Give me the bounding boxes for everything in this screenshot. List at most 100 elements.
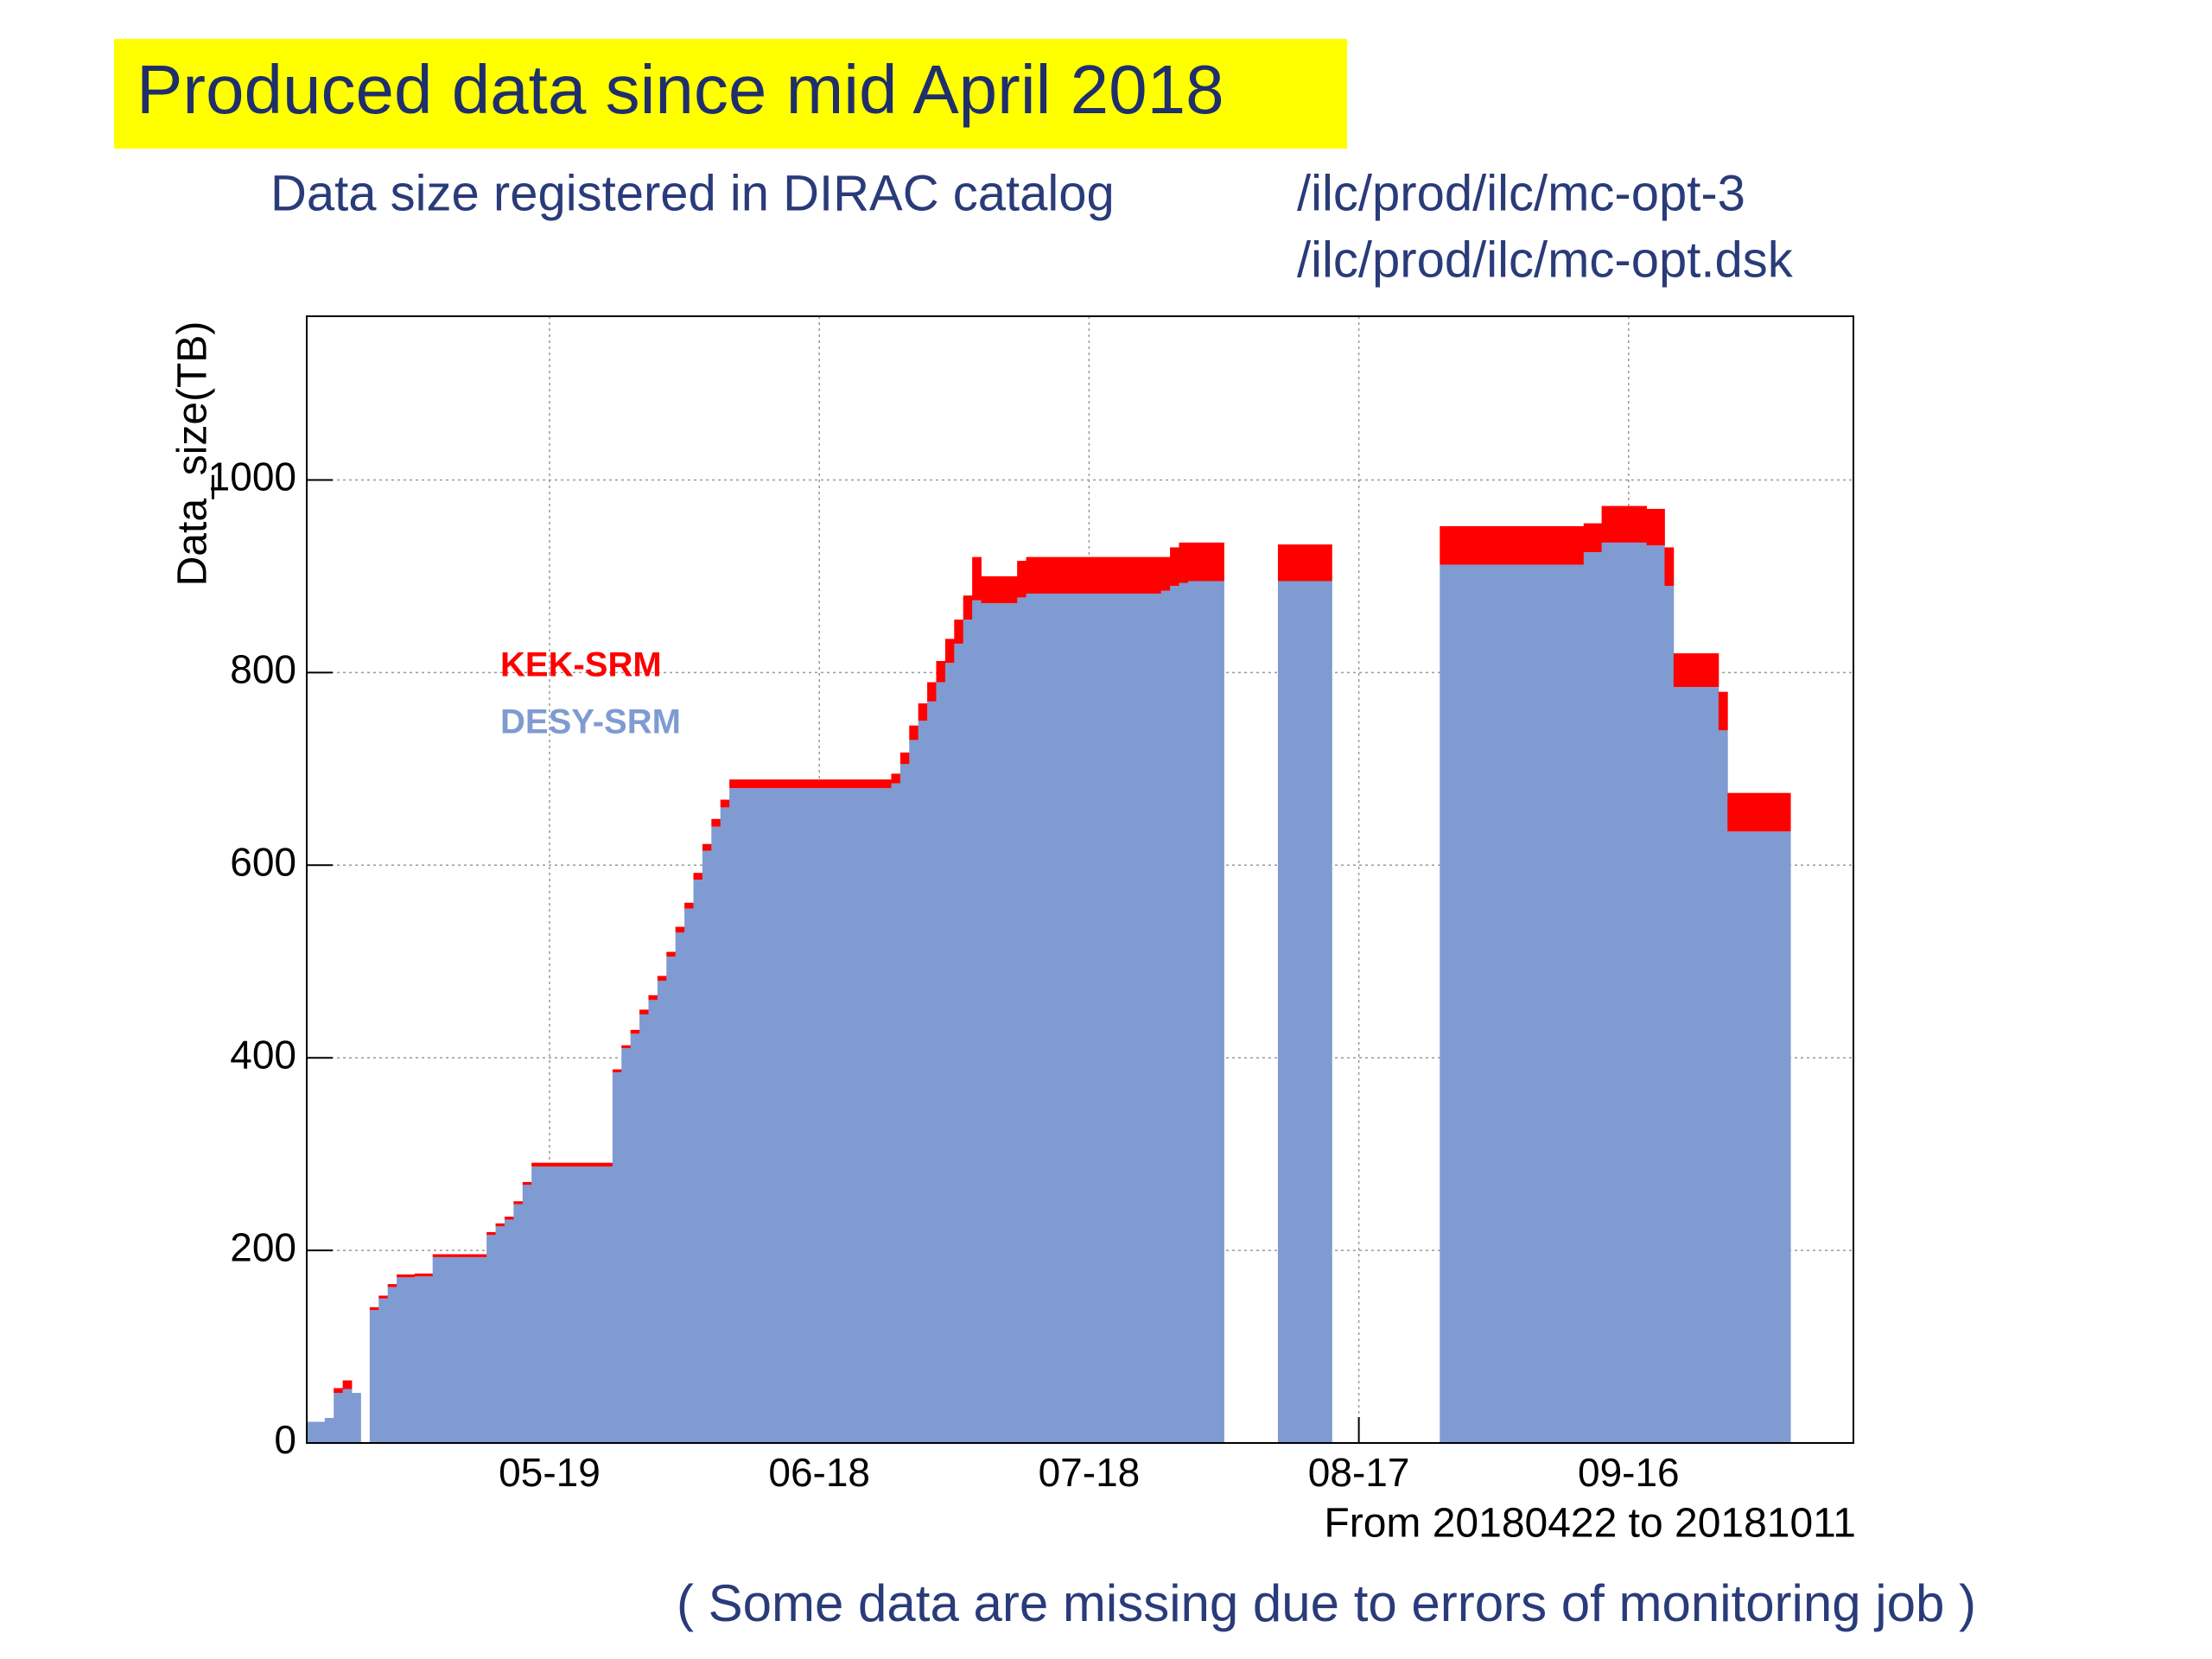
step-bar <box>954 620 964 644</box>
step-bar <box>981 603 1018 1443</box>
step-bar <box>927 701 937 1443</box>
step-bar <box>387 1287 397 1443</box>
step-bar <box>1160 590 1171 1443</box>
step-bar <box>1718 730 1728 1443</box>
step-bar <box>307 1421 326 1443</box>
step-bar <box>1440 525 1585 565</box>
x-axis-label: From 20180422 to 20181011 <box>1324 1501 1856 1547</box>
step-bar <box>621 1048 632 1443</box>
step-bar <box>1727 831 1791 1443</box>
step-bar <box>918 703 928 721</box>
y-tick-label: 0 <box>274 1417 296 1462</box>
step-bar <box>432 1254 487 1257</box>
subtitle: Data size registered in DIRAC catalog <box>270 165 1115 221</box>
y-tick-label: 1000 <box>208 454 296 499</box>
step-bar <box>1017 597 1027 1443</box>
step-bar <box>1583 552 1603 1443</box>
plot-area: 0 200 400 600 800 1000 05-19 06-18 07-18 08-17 09-… <box>208 315 1854 1495</box>
y-tick-label: 800 <box>230 647 296 692</box>
step-bar <box>684 902 694 909</box>
step-bar <box>378 1295 389 1299</box>
step-bar <box>378 1298 389 1443</box>
step-bar <box>954 643 964 1443</box>
step-bar <box>1673 653 1719 688</box>
x-tick-label: 07-18 <box>1039 1450 1141 1495</box>
step-bar <box>639 1009 649 1015</box>
step-bar <box>972 556 982 601</box>
step-bar <box>342 1380 353 1389</box>
step-bar <box>1277 581 1332 1443</box>
step-bar <box>1646 508 1665 546</box>
y-axis-label: Data_size(TB) <box>170 321 216 587</box>
step-bar <box>981 575 1018 604</box>
chart-title: Produced data since mid April 2018 <box>137 51 1224 128</box>
step-bar <box>891 773 901 784</box>
step-bar <box>1017 561 1027 598</box>
legend-label: DESY-SRM <box>500 703 681 741</box>
title-box <box>114 39 1347 149</box>
step-bar <box>639 1014 649 1443</box>
step-bar <box>1601 542 1648 1443</box>
step-bar <box>1664 586 1675 1443</box>
step-bar <box>1718 691 1728 731</box>
step-bar <box>504 1217 514 1220</box>
step-bar <box>1673 687 1719 1443</box>
x-tick-label: 08-17 <box>1308 1450 1410 1495</box>
step-bar <box>630 1033 640 1443</box>
step-bar <box>531 1166 613 1443</box>
step-bar <box>972 600 982 1443</box>
y-tick-label: 400 <box>230 1032 296 1077</box>
step-bar <box>387 1284 397 1287</box>
step-bar <box>1026 556 1162 594</box>
footnote: ( Some data are missing due to errors of… <box>677 1574 1976 1632</box>
step-bar <box>702 850 712 1443</box>
step-bar <box>352 1393 361 1443</box>
step-bar <box>495 1223 505 1227</box>
step-bar <box>342 1389 353 1443</box>
y-tick-label: 200 <box>230 1224 296 1269</box>
step-bar <box>693 880 703 1443</box>
step-bar <box>729 779 892 789</box>
step-bar <box>648 1000 658 1443</box>
step-bar <box>397 1277 416 1443</box>
step-bar <box>522 1181 532 1185</box>
step-bar <box>1277 544 1332 582</box>
step-bar <box>1160 556 1171 591</box>
step-bar <box>369 1306 379 1311</box>
step-bar <box>963 620 973 1443</box>
step-bar <box>1170 586 1179 1443</box>
step-bar <box>918 721 928 1443</box>
step-bar <box>702 843 712 851</box>
step-bar <box>944 639 955 664</box>
step-bar <box>531 1162 613 1167</box>
step-bar <box>720 807 730 1443</box>
step-bar <box>1664 547 1675 587</box>
step-bar <box>936 682 946 1443</box>
step-bar <box>369 1310 379 1443</box>
step-bar <box>729 788 892 1443</box>
step-bar <box>414 1273 434 1277</box>
step-bar <box>1646 545 1665 1444</box>
step-bar <box>513 1201 524 1205</box>
step-bar <box>621 1045 632 1049</box>
step-bar <box>648 995 658 1001</box>
step-bar <box>963 595 973 620</box>
step-bar <box>612 1069 622 1072</box>
step-bar <box>666 951 677 957</box>
step-bar <box>693 873 703 880</box>
step-bar <box>720 799 730 808</box>
step-bar <box>414 1276 434 1443</box>
step-bar <box>899 752 910 765</box>
step-bar <box>711 818 721 827</box>
step-bar <box>936 661 946 683</box>
step-bar <box>675 932 685 1443</box>
step-bar <box>711 826 721 1443</box>
step-bar <box>486 1231 496 1236</box>
step-bar <box>657 976 667 982</box>
annotation: /ilc/prod/ilc/mc-opt.dsk <box>1297 232 1794 288</box>
step-bar <box>1179 542 1189 583</box>
step-bar <box>1583 523 1603 553</box>
step-bar <box>522 1185 532 1443</box>
step-bar <box>504 1219 514 1443</box>
